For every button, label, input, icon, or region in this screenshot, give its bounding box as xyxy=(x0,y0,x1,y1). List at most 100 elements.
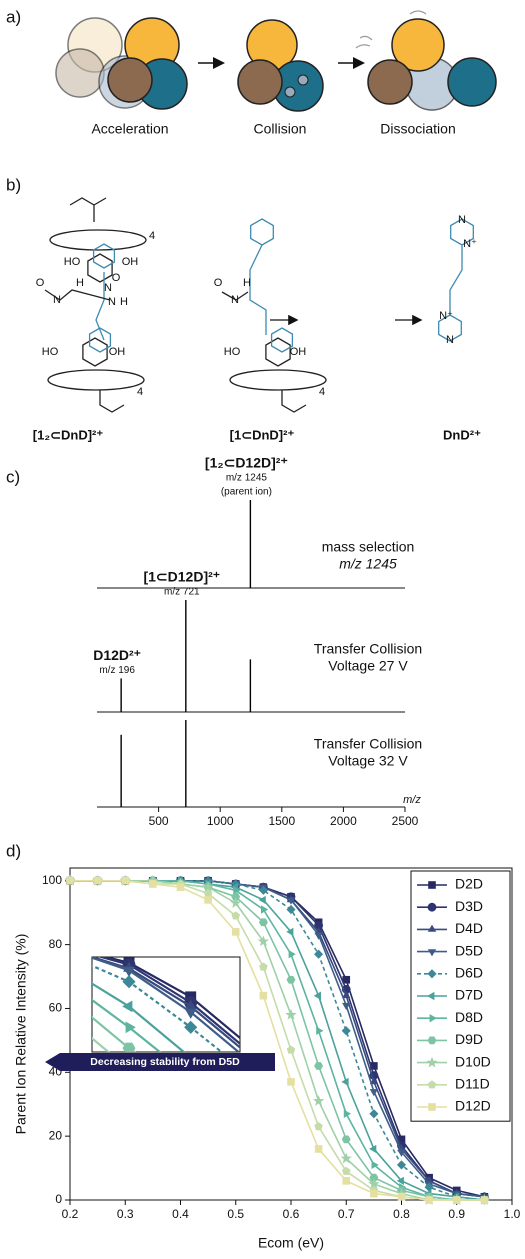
marker xyxy=(494,1123,504,1132)
y-tick-label: 100 xyxy=(42,873,62,887)
marker xyxy=(496,1123,505,1133)
marker xyxy=(231,892,241,901)
marker xyxy=(258,885,268,895)
marker xyxy=(480,1196,489,1204)
marker xyxy=(285,1008,297,1020)
atom-label: N xyxy=(231,294,239,306)
atom-label: 4 xyxy=(137,386,143,398)
atom-label: O xyxy=(112,272,121,284)
marker xyxy=(369,1109,379,1119)
atom-label: OH xyxy=(290,346,307,358)
annotation: Decreasing stability from D5D xyxy=(90,1056,240,1068)
marker xyxy=(341,1026,351,1036)
marker xyxy=(122,1000,133,1013)
inset-series xyxy=(0,936,505,1134)
atom-label: N xyxy=(446,334,454,346)
x-tick-label: 1500 xyxy=(268,814,295,828)
atom-label: O xyxy=(214,277,223,289)
marker xyxy=(369,1173,379,1182)
legend-label: D9D xyxy=(455,1031,483,1047)
legend-label: D3D xyxy=(455,898,483,914)
marker xyxy=(61,942,73,954)
spectrum-note: mass selection xyxy=(322,539,415,555)
panel-label: b) xyxy=(6,175,21,194)
marker xyxy=(123,1078,134,1089)
marker xyxy=(204,896,212,904)
marker xyxy=(259,962,268,971)
peak-label: [1₂⊂D12D]²⁺ xyxy=(205,455,288,471)
series-line xyxy=(70,879,485,1201)
marker xyxy=(288,950,296,959)
marker xyxy=(1,939,11,948)
marker xyxy=(61,963,70,973)
x-tick-label: 500 xyxy=(149,814,169,828)
marker xyxy=(122,975,136,989)
spectrum-note: Transfer Collision xyxy=(314,641,422,657)
spectrum-note: m/z 1245 xyxy=(339,556,397,572)
y-tick-label: 80 xyxy=(49,937,63,951)
marker xyxy=(188,1072,197,1082)
x-tick-label: 1000 xyxy=(207,814,234,828)
marker xyxy=(0,936,12,948)
marker xyxy=(66,876,74,885)
marker xyxy=(186,1112,196,1122)
marker xyxy=(396,1160,407,1170)
marker xyxy=(286,975,296,984)
x-tick-label: 0.5 xyxy=(227,1207,244,1221)
bond xyxy=(69,197,95,222)
spectrum-note: Voltage 32 V xyxy=(328,753,408,769)
x-tick-label: 0.2 xyxy=(62,1207,79,1221)
marker xyxy=(0,983,11,994)
ring xyxy=(438,314,462,342)
legend-marker xyxy=(428,1103,436,1111)
bond xyxy=(99,390,125,413)
marker xyxy=(425,1196,433,1204)
marker xyxy=(371,1160,379,1169)
marker xyxy=(61,992,73,1002)
marker xyxy=(493,1122,505,1134)
annotation-arrow xyxy=(45,1053,275,1071)
marker xyxy=(259,991,268,1000)
step-label: Acceleration xyxy=(91,121,168,137)
marker xyxy=(231,928,240,936)
marker xyxy=(493,1123,502,1133)
legend-label: D4D xyxy=(455,920,483,936)
series-line xyxy=(70,879,485,1201)
atom-label: HO xyxy=(42,346,59,358)
species-label: [1⊂DnD]²⁺ xyxy=(230,427,295,442)
marker xyxy=(286,1045,296,1054)
marker xyxy=(434,1123,443,1133)
cavitand-rim xyxy=(229,369,327,391)
atom-label: HO xyxy=(64,256,81,268)
ring xyxy=(265,337,291,367)
x-tick-label: 0.7 xyxy=(338,1207,355,1221)
x-tick-label: 0.6 xyxy=(283,1207,300,1221)
marker xyxy=(342,1002,351,1011)
legend-label: D2D xyxy=(455,876,483,892)
marker xyxy=(397,1149,406,1157)
marker xyxy=(369,1089,378,1097)
marker xyxy=(230,897,242,908)
marker xyxy=(397,1193,406,1201)
marker xyxy=(369,1144,377,1154)
legend-marker xyxy=(429,1014,437,1023)
ring xyxy=(270,327,294,353)
peak-label: (parent ion) xyxy=(221,487,272,498)
marker xyxy=(247,1119,257,1129)
bond xyxy=(249,244,263,271)
atom-label: N xyxy=(104,282,112,294)
atom-label: OH xyxy=(122,256,139,268)
atom-label: 4 xyxy=(319,386,325,398)
marker xyxy=(341,1135,351,1144)
cavitand-rim xyxy=(49,229,147,251)
legend-label: D11D xyxy=(455,1076,490,1092)
marker xyxy=(431,1123,443,1133)
x-tick-label: 0.4 xyxy=(172,1207,189,1221)
peak-label: m/z 1245 xyxy=(226,473,268,484)
atom-label: 4 xyxy=(149,230,155,242)
plot-series xyxy=(64,874,490,1205)
species-label: [1₂⊂DnD]²⁺ xyxy=(33,427,104,442)
marker xyxy=(341,1077,349,1086)
bond xyxy=(95,272,105,341)
